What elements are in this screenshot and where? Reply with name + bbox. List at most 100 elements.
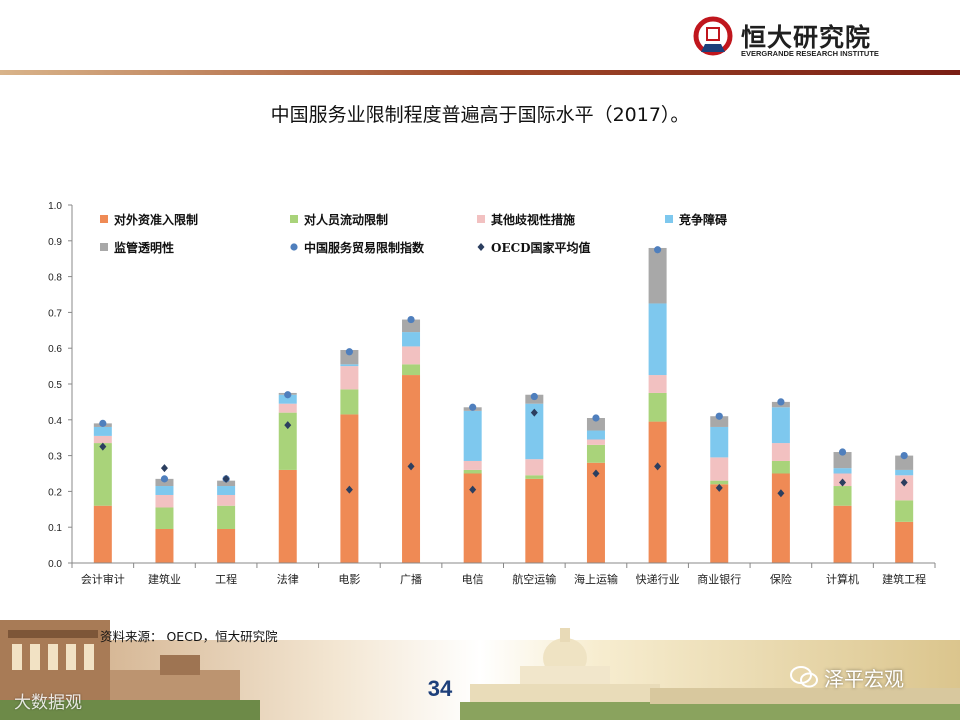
bar-segment — [155, 507, 174, 529]
bar-segment — [93, 435, 112, 444]
marker-point — [284, 421, 292, 430]
x-tick-label: 建筑工程 — [882, 572, 926, 586]
marker-point — [469, 485, 477, 494]
bar-segment — [648, 375, 667, 393]
marker-point — [99, 419, 107, 427]
y-tick-label: 0.7 — [48, 308, 62, 319]
x-tick-label: 保险 — [770, 572, 792, 586]
bar-segment — [710, 480, 729, 485]
marker-point — [469, 403, 477, 411]
marker-point — [900, 452, 908, 460]
bar-segment — [278, 394, 297, 404]
page-number: 34 — [427, 676, 453, 701]
bar-segment — [278, 403, 297, 413]
bar-segment — [402, 364, 421, 376]
marker-series — [99, 246, 908, 498]
legend-swatch — [477, 215, 485, 223]
y-tick-label: 0.8 — [48, 273, 62, 284]
footer-banner — [0, 600, 960, 720]
bar-segment — [710, 484, 729, 563]
marker-point — [654, 246, 662, 254]
marker-point — [777, 489, 785, 498]
marker-point — [530, 408, 538, 417]
bar-segment — [648, 392, 667, 422]
bar-segment — [463, 469, 482, 474]
bar-segment — [833, 452, 852, 469]
marker-point — [592, 414, 600, 422]
bar-segment — [155, 494, 174, 508]
legend-label: 对外资准入限制 — [114, 212, 198, 227]
bar-segment — [525, 478, 544, 563]
y-tick-label: 0.1 — [48, 523, 62, 534]
marker-point — [592, 469, 600, 478]
logo-name: 恒大研究院 — [741, 23, 872, 52]
x-tick-label: 电信 — [462, 573, 484, 586]
y-tick-label: 0.9 — [48, 237, 62, 248]
bar-segment — [463, 410, 482, 461]
bar-segment — [463, 473, 482, 563]
bar-segment — [710, 416, 729, 427]
bar-segment — [895, 475, 914, 501]
bar-segment — [278, 469, 297, 563]
y-tick-label: 0.4 — [48, 416, 62, 427]
bar-segment — [833, 486, 852, 506]
bar-series — [93, 247, 914, 563]
bar-segment — [586, 418, 605, 431]
corner-watermark: 大数据观 — [14, 693, 82, 713]
marker-point — [900, 478, 908, 487]
bar-segment — [525, 459, 544, 476]
bar-segment — [586, 444, 605, 463]
legend-label: OECD国家平均值 — [491, 240, 591, 255]
bar-segment — [463, 460, 482, 470]
bar-segment — [340, 389, 359, 415]
marker-point — [715, 412, 723, 420]
marker-point — [222, 474, 230, 483]
bar-segment — [648, 247, 667, 304]
legend-swatch — [477, 243, 485, 251]
marker-point — [777, 398, 785, 406]
footer-scenery-image — [0, 620, 960, 720]
y-tick-label: 1.0 — [48, 201, 62, 212]
bar-segment — [895, 455, 914, 470]
y-axis: 0.0 0.1 0.2 0.3 0.4 0.5 0.6 0.7 0.8 0.9 1.0 — [48, 201, 73, 570]
bar-segment — [710, 426, 729, 458]
bar-segment — [278, 412, 297, 470]
x-tick-label: 广播 — [400, 572, 422, 586]
wechat-watermark: 泽平宏观 — [790, 662, 904, 692]
x-tick-label: 电影 — [338, 573, 360, 586]
legend-swatch — [290, 243, 298, 251]
x-tick-label: 会计审计 — [81, 572, 125, 586]
bar-segment — [710, 457, 729, 481]
stacked-bar-chart: 0.0 0.1 0.2 0.3 0.4 0.5 0.6 0.7 0.8 0.9 1.0 会计审计 建筑… — [48, 201, 936, 586]
bar-segment — [402, 332, 421, 347]
x-tick-label: 建筑业 — [148, 572, 181, 586]
evergrande-logo-icon — [693, 16, 733, 56]
bar-segment — [217, 494, 236, 506]
legend-label: 监管透明性 — [114, 240, 174, 255]
marker-point — [284, 391, 292, 399]
bar-segment — [402, 346, 421, 365]
y-tick-label: 0.3 — [48, 452, 62, 463]
bar-segment — [648, 421, 667, 563]
y-tick-label: 0.0 — [48, 559, 62, 570]
evergrande-logo: 恒大研究院 EVERGRANDE RESEARCH INSTITUTE — [693, 16, 883, 62]
bar-segment — [895, 521, 914, 563]
bar-segment — [586, 430, 605, 440]
y-tick-label: 0.6 — [48, 344, 62, 355]
bar-segment — [217, 480, 236, 487]
bar-segment — [771, 473, 790, 563]
bar-segment — [93, 443, 112, 506]
bar-segment — [771, 407, 790, 444]
x-tick-label: 法律 — [277, 572, 299, 586]
wechat-icon — [790, 666, 818, 688]
bar-segment — [155, 528, 174, 563]
marker-point — [715, 483, 723, 492]
marker-point — [530, 392, 538, 401]
bar-segment — [586, 439, 605, 445]
legend-label: 竞争障碍 — [679, 212, 727, 227]
marker-point — [345, 485, 353, 494]
bar-segment — [771, 443, 790, 461]
marker-point — [160, 475, 169, 483]
x-tick-label: 计算机 — [826, 572, 859, 586]
